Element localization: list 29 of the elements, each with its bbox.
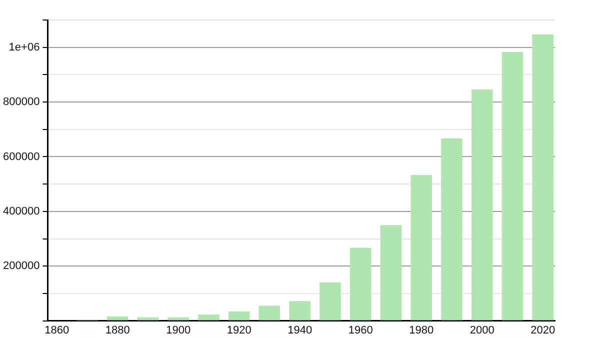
bar — [137, 317, 159, 320]
x-tick-label: 1880 — [105, 324, 130, 336]
bar — [258, 306, 280, 320]
x-tick-label: 1920 — [226, 324, 252, 336]
y-tick-label: 400000 — [2, 205, 40, 218]
y-tick-label: 1e+06 — [8, 41, 40, 54]
bar — [410, 175, 432, 320]
bar — [106, 316, 128, 320]
bar — [198, 314, 220, 320]
bar — [502, 52, 524, 320]
x-tick-label: 2000 — [470, 324, 494, 336]
bar — [320, 282, 341, 320]
x-tick-label: 2020 — [530, 324, 556, 336]
x-tick-label: 1940 — [288, 324, 312, 336]
bar — [289, 301, 310, 320]
x-tick-label: 1900 — [166, 324, 191, 336]
y-tick-label: 800000 — [2, 96, 40, 108]
x-tick-label: 1860 — [44, 324, 70, 336]
bar — [168, 317, 189, 320]
bar — [380, 225, 402, 320]
bar — [532, 34, 554, 320]
y-tick-label: 600000 — [2, 150, 40, 163]
x-tick-label: 1980 — [409, 324, 434, 336]
bar — [441, 138, 462, 320]
bar — [228, 312, 250, 320]
x-tick-label: 1960 — [348, 324, 373, 336]
y-tick-label: 200000 — [2, 260, 40, 272]
bar — [350, 248, 372, 320]
bar — [471, 89, 493, 320]
